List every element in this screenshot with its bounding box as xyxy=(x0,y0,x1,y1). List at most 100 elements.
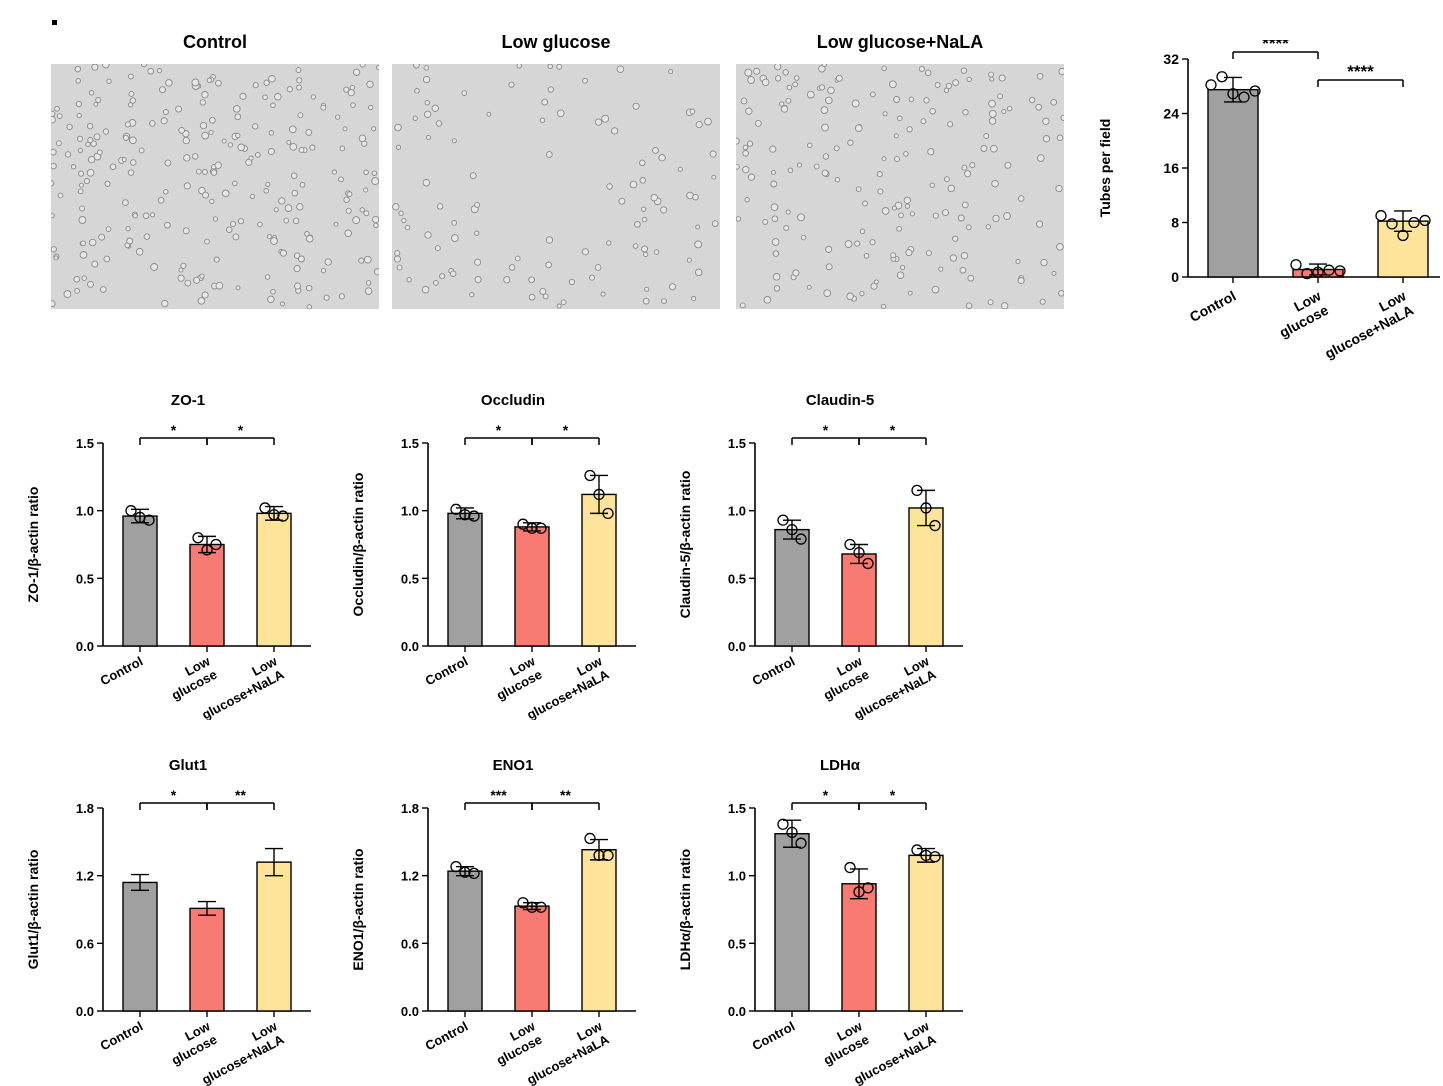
cell xyxy=(296,203,304,211)
significance-label: * xyxy=(823,422,829,438)
cell xyxy=(294,282,302,290)
cell xyxy=(873,279,879,285)
cell xyxy=(486,111,492,117)
cell xyxy=(376,65,379,70)
cell xyxy=(823,289,832,298)
cell xyxy=(925,250,932,257)
cell xyxy=(1039,298,1046,305)
cell xyxy=(263,188,269,194)
cell xyxy=(806,284,812,290)
y-tick-label: 32 xyxy=(1163,51,1179,67)
bar xyxy=(189,543,225,647)
cell xyxy=(373,222,379,229)
cell xyxy=(102,64,110,69)
cell xyxy=(854,240,861,247)
data-point xyxy=(862,557,874,570)
bar xyxy=(581,493,617,647)
data-point xyxy=(192,532,204,544)
bar xyxy=(122,881,158,1012)
cell xyxy=(79,251,88,259)
cell xyxy=(770,203,779,212)
data-point xyxy=(844,538,856,551)
cell xyxy=(904,203,911,209)
significance-label: *** xyxy=(490,787,507,803)
bar xyxy=(581,849,617,1012)
cell xyxy=(394,123,402,132)
y-axis-label: LDHα/β-actin ratio xyxy=(677,849,693,970)
cell xyxy=(961,164,968,171)
cell xyxy=(834,176,841,183)
cell xyxy=(178,267,184,273)
data-point xyxy=(526,901,538,913)
cell xyxy=(632,102,640,110)
x-tick-label: Lowglucose xyxy=(1269,287,1331,340)
data-point xyxy=(535,522,547,534)
cell xyxy=(372,215,379,224)
cell xyxy=(906,126,913,133)
cell xyxy=(985,224,991,230)
cell xyxy=(959,266,967,274)
cell xyxy=(1036,72,1044,80)
cell xyxy=(75,78,81,84)
cell xyxy=(202,191,210,199)
cell xyxy=(346,191,353,198)
data-point xyxy=(593,488,605,501)
cell xyxy=(870,282,878,290)
cell xyxy=(855,186,862,193)
cell xyxy=(876,171,883,178)
data-point xyxy=(844,861,856,874)
cell xyxy=(55,140,62,147)
cell xyxy=(960,251,969,260)
cell xyxy=(469,172,477,180)
cell xyxy=(75,100,83,108)
cell xyxy=(474,201,481,208)
cell xyxy=(966,76,972,83)
data-point xyxy=(777,818,789,830)
cell xyxy=(347,89,355,97)
cell xyxy=(210,169,218,176)
cell xyxy=(822,153,830,160)
micrograph-control xyxy=(51,64,379,309)
cell xyxy=(451,220,458,226)
cell xyxy=(63,290,72,299)
data-point xyxy=(786,523,798,536)
cell xyxy=(268,74,276,83)
bar xyxy=(189,907,225,1012)
data-point xyxy=(268,509,280,521)
cell xyxy=(639,159,646,167)
cell xyxy=(601,114,610,123)
x-tick-label: Control xyxy=(423,653,471,688)
bar xyxy=(774,528,810,647)
cell xyxy=(422,178,431,187)
cell xyxy=(924,69,932,77)
cell xyxy=(785,209,791,215)
cell xyxy=(132,213,138,219)
cell xyxy=(695,224,701,230)
chart-ldha: LDHα LDHα/β-actin ratio 0.0 0.5 1.0 1.5 Contro… xyxy=(677,757,963,1086)
cell xyxy=(350,102,356,108)
cell xyxy=(903,196,911,204)
cell xyxy=(248,155,254,161)
bar xyxy=(841,883,877,1012)
cell xyxy=(156,68,162,74)
cell xyxy=(932,212,939,219)
cell xyxy=(214,161,222,169)
cell xyxy=(642,251,649,258)
cell xyxy=(292,217,300,225)
data-point xyxy=(602,849,614,862)
cell xyxy=(264,274,271,280)
cell xyxy=(556,64,563,70)
cell xyxy=(51,246,57,253)
cell xyxy=(178,127,185,134)
cell xyxy=(851,99,860,108)
cell xyxy=(989,76,995,82)
y-tick-label: 0.0 xyxy=(728,1004,746,1019)
cell xyxy=(57,192,64,199)
cell xyxy=(338,293,345,300)
data-point xyxy=(1323,264,1335,276)
data-point xyxy=(786,826,798,839)
cell xyxy=(197,297,206,305)
cell xyxy=(581,248,589,256)
cell xyxy=(142,212,150,220)
cell xyxy=(952,235,959,242)
